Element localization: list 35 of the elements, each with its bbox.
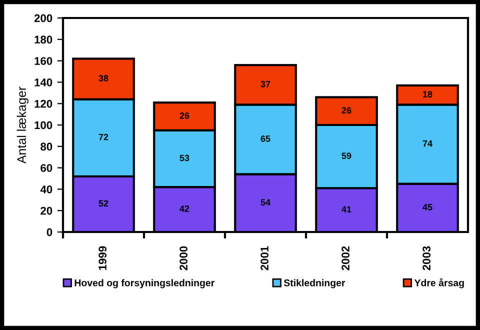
y-axis-title: Antal lækager: [16, 86, 28, 164]
data-label: 59: [342, 152, 352, 159]
y-tick-label: 0: [46, 228, 52, 236]
x-tick-label: 1999: [98, 246, 106, 270]
data-label: 45: [422, 204, 432, 210]
data-label: 18: [423, 91, 432, 98]
x-tick-label: 2002: [342, 246, 350, 270]
y-tick-label: 60: [40, 164, 52, 172]
data-label: 52: [98, 200, 108, 207]
data-label: 74: [422, 140, 432, 147]
data-label: 54: [260, 199, 270, 206]
data-label: 42: [180, 206, 190, 212]
data-label: 38: [98, 75, 108, 82]
data-label: 65: [260, 135, 270, 142]
y-tick-label: 140: [34, 78, 52, 86]
x-tick-label: 2001: [260, 246, 268, 270]
y-tick-label: 100: [34, 121, 52, 130]
y-tick-label: 20: [40, 206, 52, 215]
x-tick-label: 2003: [422, 246, 430, 270]
data-label: 41: [342, 206, 352, 212]
y-tick-label: 80: [40, 142, 52, 151]
y-tick-label: 200: [34, 14, 52, 22]
data-label: 26: [180, 112, 190, 119]
data-label: 53: [180, 154, 190, 162]
y-tick-label: 160: [34, 57, 52, 65]
y-tick-label: 120: [34, 100, 52, 108]
y-tick-label: 40: [40, 185, 52, 194]
y-tick-label: 180: [34, 36, 52, 44]
legend-label: Hoved og forsyningsledninger: [74, 279, 214, 288]
legend-label: Ydre årsag: [414, 278, 464, 288]
data-label: 37: [260, 80, 270, 88]
x-tick-label: 2000: [180, 246, 188, 270]
data-label: 26: [342, 107, 352, 114]
legend-label: Stikledninger: [284, 279, 346, 288]
data-label: 72: [98, 134, 108, 140]
